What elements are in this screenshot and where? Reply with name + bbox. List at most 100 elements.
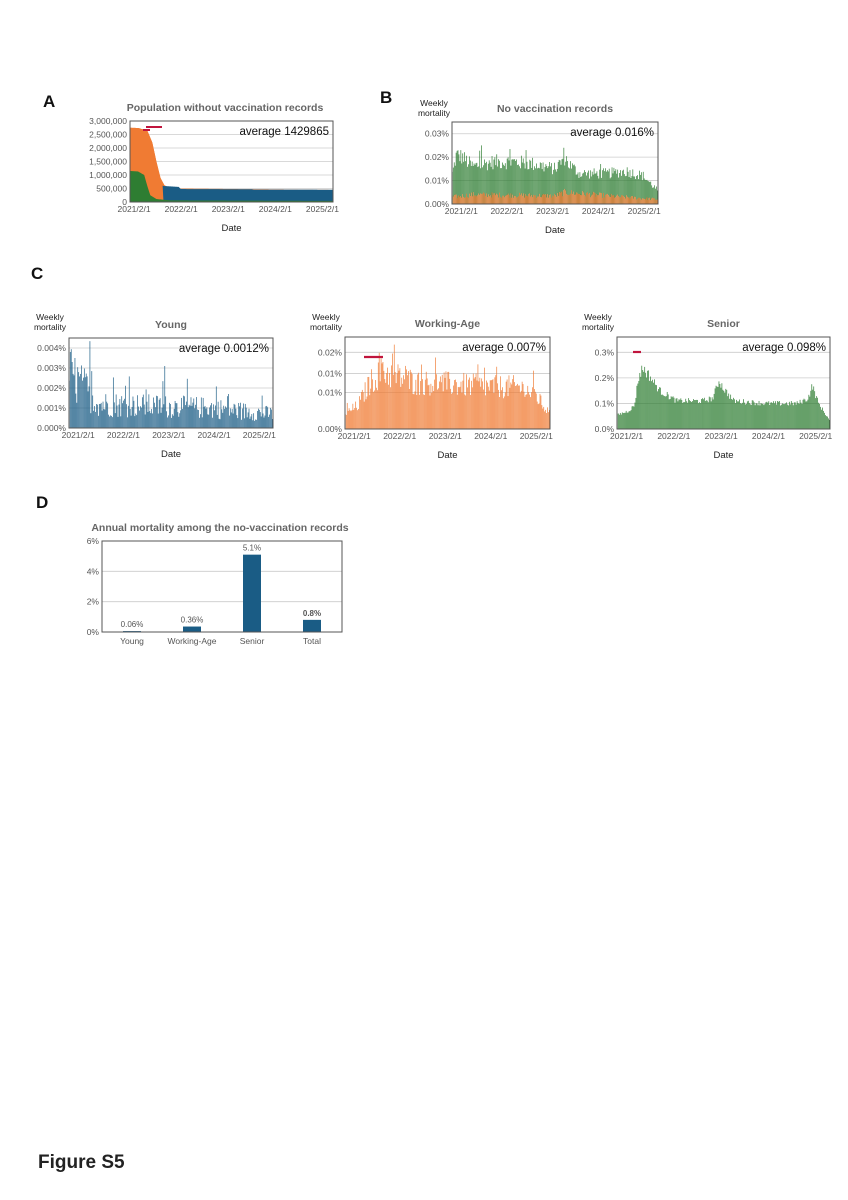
week-bar xyxy=(787,404,788,429)
week-bar xyxy=(140,406,141,428)
week-bar xyxy=(634,196,636,204)
week-bar xyxy=(589,170,591,204)
week-bar xyxy=(422,379,423,429)
week-bar xyxy=(453,162,455,204)
week-bar xyxy=(593,192,595,204)
week-bar xyxy=(446,389,448,429)
y-tick-label: 2,000,000 xyxy=(89,143,127,153)
x-tick-label: 2024/2/1 xyxy=(197,430,230,440)
week-bar xyxy=(638,380,640,429)
week-bar xyxy=(355,401,357,429)
week-bar xyxy=(132,396,134,428)
y-tick-label: 0.2% xyxy=(595,373,615,383)
week-bar xyxy=(565,161,567,204)
week-bar xyxy=(702,398,703,429)
x-tick-label: 2025/2/1 xyxy=(243,430,276,440)
week-bar xyxy=(112,417,113,428)
week-bar xyxy=(595,173,597,204)
week-bar xyxy=(650,181,652,204)
week-bar xyxy=(107,403,109,428)
week-bar xyxy=(551,197,552,204)
week-bar xyxy=(141,407,142,428)
week-bar xyxy=(623,195,624,204)
week-bar xyxy=(748,402,750,429)
week-bar xyxy=(557,162,559,204)
week-bar xyxy=(386,373,388,429)
week-bar xyxy=(441,374,443,429)
week-bar xyxy=(600,164,602,204)
week-bar xyxy=(361,389,363,429)
week-bar xyxy=(652,379,653,429)
week-bar xyxy=(551,163,552,204)
week-bar xyxy=(584,170,585,204)
week-bar xyxy=(211,403,212,428)
week-bar xyxy=(647,180,649,204)
week-bar xyxy=(742,402,743,429)
week-bar xyxy=(807,399,809,429)
week-bar xyxy=(530,160,532,204)
week-bar xyxy=(645,180,647,204)
week-bar xyxy=(524,193,526,204)
week-bar xyxy=(589,193,590,204)
y-tick-label: 0.01% xyxy=(318,368,343,378)
y-axis-label-line1: Weekly xyxy=(36,312,64,322)
week-bar xyxy=(454,380,455,429)
week-bar xyxy=(415,379,417,429)
week-bar xyxy=(565,190,567,204)
week-bar xyxy=(591,194,593,204)
week-bar xyxy=(531,392,532,429)
week-bar xyxy=(423,394,424,429)
week-bar xyxy=(753,402,755,429)
week-bar xyxy=(176,403,178,428)
week-bar xyxy=(479,377,481,429)
week-bar xyxy=(476,380,478,429)
week-bar xyxy=(653,187,654,204)
y-axis-label-line2: mortality xyxy=(34,322,67,332)
week-bar xyxy=(86,376,88,428)
week-bar xyxy=(365,399,367,429)
week-bar xyxy=(233,403,235,428)
week-bar xyxy=(555,196,557,204)
week-bar xyxy=(515,160,516,204)
week-bar xyxy=(721,383,723,429)
week-bar xyxy=(459,386,461,429)
week-bar xyxy=(695,400,696,429)
week-bar xyxy=(210,405,211,428)
x-tick-label: 2023/2/1 xyxy=(212,204,245,214)
week-bar xyxy=(390,387,391,429)
week-bar xyxy=(457,386,459,429)
week-bar xyxy=(624,176,626,204)
week-bar xyxy=(829,419,830,429)
week-bar xyxy=(232,413,234,428)
week-bar xyxy=(101,410,103,428)
week-bar xyxy=(637,383,639,429)
week-bar xyxy=(498,197,499,204)
week-bar xyxy=(543,193,545,204)
week-bar xyxy=(675,398,677,429)
week-bar xyxy=(777,401,778,429)
week-bar xyxy=(469,156,470,204)
week-bar xyxy=(229,415,230,428)
week-bar xyxy=(545,164,547,204)
week-bar xyxy=(547,168,549,204)
average-label: average 0.098% xyxy=(742,342,826,354)
week-bar xyxy=(657,190,658,204)
category-label: Young xyxy=(120,636,144,646)
week-bar xyxy=(582,191,584,204)
week-bar xyxy=(637,198,638,204)
week-bar xyxy=(404,379,405,429)
week-bar xyxy=(216,414,218,428)
week-bar xyxy=(557,195,559,204)
week-bar xyxy=(510,193,512,204)
x-axis-label: Date xyxy=(545,225,565,236)
x-tick-label: 2025/2/1 xyxy=(520,431,553,441)
week-bar xyxy=(576,174,578,204)
week-bar xyxy=(88,386,90,428)
week-bar xyxy=(240,402,241,428)
week-bar xyxy=(527,169,529,204)
week-bar xyxy=(452,392,453,429)
week-bar xyxy=(623,412,625,429)
week-bar xyxy=(409,369,411,429)
week-bar xyxy=(618,196,619,204)
x-tick-label: 2022/2/1 xyxy=(383,431,416,441)
